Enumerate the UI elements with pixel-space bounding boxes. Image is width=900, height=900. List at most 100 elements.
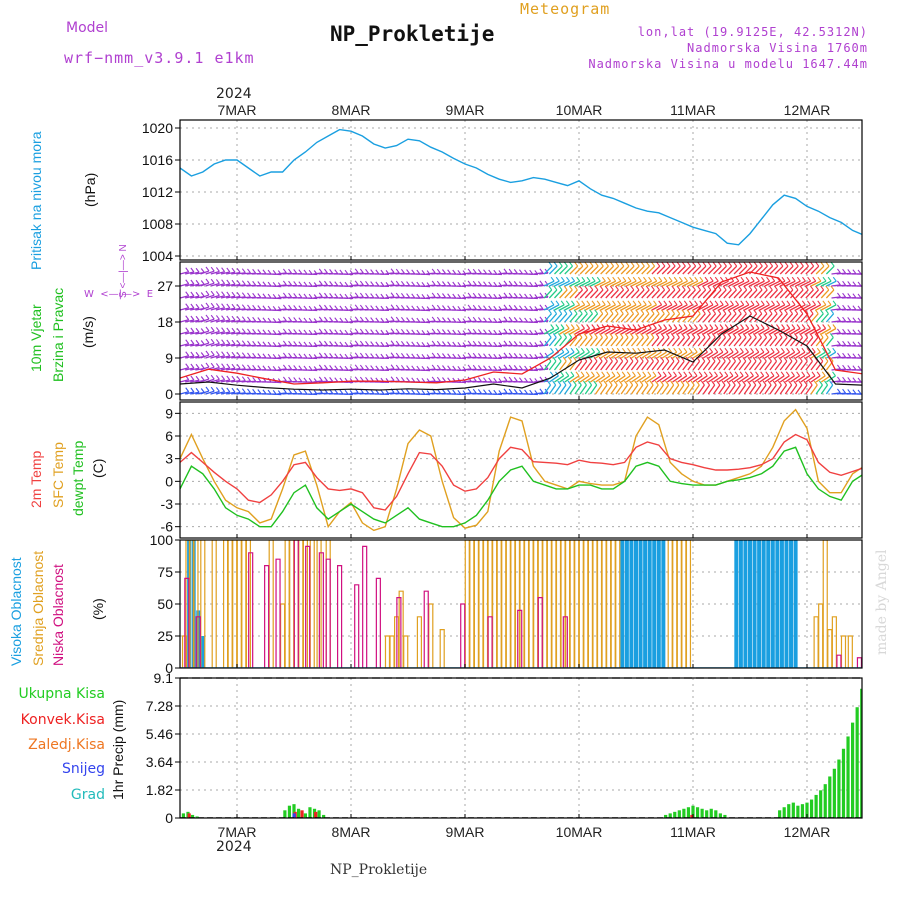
wind-barb-flag [714,347,719,353]
wind-barb-flag [683,347,688,353]
wind-barb-flag [612,276,617,282]
wind-barb [625,289,635,299]
wind-barb [820,384,829,395]
wind-barb-flag [241,352,246,358]
wind-barb [595,304,606,311]
wind-barb-flag [282,388,287,394]
wind-barb-flag [777,380,782,386]
wind-barb-flag [884,365,887,369]
wind-barb-flag [819,309,824,315]
wind-barb [702,360,711,371]
wind-barb-flag [524,293,529,299]
wind-barb-flag [599,262,604,267]
wind-barb-flag [847,377,852,382]
wind-barb [220,319,230,323]
wind-barb [462,272,472,275]
wind-barb-flag [827,276,832,282]
wind-barb-flag [508,376,513,382]
wind-barb [220,367,230,371]
wind-barb [779,384,788,395]
wind-barb-flag [503,364,508,370]
mid-cloud-bar [501,540,507,668]
wind-barb-flag [650,356,654,362]
wind-barb [713,375,724,383]
wind-barb-flag [236,340,241,345]
wind-barb [728,375,739,383]
wind-barb [610,280,622,287]
wind-barb [605,337,614,347]
wind-barb-flag [375,281,380,287]
wind-barb-flag [724,324,729,329]
wind-barb [831,320,841,323]
wind-barb [692,289,701,299]
wind-barb-flag [745,300,750,306]
wind-barb [462,296,472,299]
wind-barb-flag [226,279,231,285]
wind-barb [795,351,806,359]
wind-barb-flag [390,340,395,346]
wind-barb-flag [334,341,339,346]
wind-barb-flag [659,380,664,386]
wind-barb-flag [716,356,721,362]
wind-barb-flag [539,328,544,334]
wind-barb-flag [791,347,796,353]
wind-barb [385,368,395,371]
wind-barb [800,280,811,287]
wind-barb-flag [813,380,818,386]
wind-barb [456,309,467,312]
wind-barb-flag [701,356,706,362]
wind-barb [231,307,241,311]
wind-barb [539,392,549,395]
wind-barb [805,360,813,371]
wind-barb [385,344,395,347]
wind-barb [600,265,609,275]
wind-barb [743,375,754,383]
wind-barb [180,379,189,383]
wind-barb [769,351,780,359]
wind-barb-flag [406,269,411,274]
wind-barb [790,375,800,383]
wind-barb-flag [339,269,344,275]
wind-barb-flag [282,352,287,358]
wind-barb [349,344,359,347]
wind-barb-flag [513,389,518,394]
wind-barb [574,280,586,287]
wind-barb [600,327,611,335]
wind-barb-flag [324,340,328,346]
wind-barb [733,360,742,371]
wind-barb [708,327,719,335]
wind-barb-flag [467,352,472,358]
wind-barb-flag [488,305,493,311]
high-cloud-bar [656,540,661,668]
wind-barb-flag [757,380,762,386]
wind-barb-flag [549,371,554,377]
wind-barb-flag [780,347,785,353]
wind-barb [769,375,780,383]
wind-barb [574,289,583,299]
wind-barb-flag [681,262,686,267]
wind-barb-flag [681,285,686,291]
wind-barb-flag [819,356,824,362]
wind-barb-flag [763,285,768,291]
wind-barb [784,351,796,359]
wind-barb-flag [599,309,604,315]
wind-barb-flag [742,309,747,315]
wind-barb-flag [873,281,876,285]
wind-barb-flag [380,329,385,335]
wind-barb [385,320,395,323]
mid-cloud-bar [587,540,594,668]
wind-barb-flag [452,293,457,299]
wind-barb [831,380,841,383]
wind-barb-flag [629,333,634,338]
wind-barb [878,321,887,322]
wind-barb-flag [318,280,323,286]
wind-barb-flag [519,341,523,346]
wind-barb-flag [684,276,688,282]
wind-barb-flag [472,340,477,346]
wind-barb-flag [678,347,683,353]
wind-barb-flag [513,329,518,334]
wind-barb-flag [609,309,614,315]
high-cloud-bar [647,540,652,668]
wind-barb-flag [632,300,637,306]
wind-barb-flag [503,328,508,334]
